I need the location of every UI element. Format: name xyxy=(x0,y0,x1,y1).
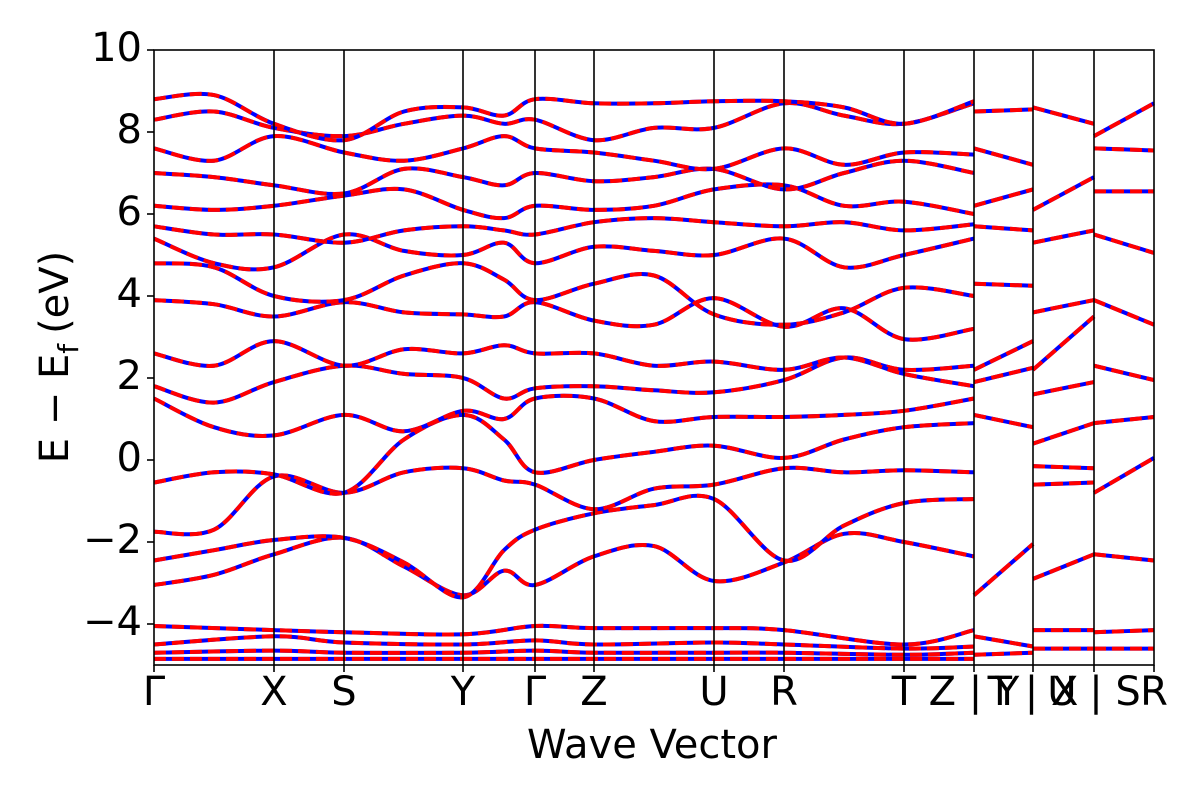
x-tick-label-1: X xyxy=(260,669,287,715)
band-line-dashed-50 xyxy=(1093,146,1155,153)
band-line-dashed-16 xyxy=(153,623,975,647)
x-tick-label-12: R xyxy=(1140,669,1168,715)
x-axis-label: Wave Vector xyxy=(527,722,778,768)
x-tick-label-10: T | X xyxy=(987,669,1079,715)
band-line-dashed-11 xyxy=(153,182,975,221)
y-tick-label-1: −2 xyxy=(83,517,142,563)
band-line-dashed-44 xyxy=(1093,552,1155,563)
x-tick-label-11: U | S xyxy=(1047,669,1141,715)
band-line-dashed-25 xyxy=(973,224,1034,233)
x-tick-label-4: Γ xyxy=(524,669,547,715)
band-line-dashed-43 xyxy=(1092,456,1156,495)
band-line-dashed-26 xyxy=(973,187,1034,208)
band-line-dashed-0 xyxy=(153,531,975,598)
x-tick-label-3: Y xyxy=(450,669,476,715)
band-line-dashed-46 xyxy=(1093,363,1155,383)
band-line-dashed-24 xyxy=(973,281,1034,288)
band-line-dashed-31 xyxy=(1032,552,1095,581)
band-line-dashed-38 xyxy=(1032,228,1095,245)
band-line-dashed-27 xyxy=(973,146,1034,167)
y-axis-label-subscript: f xyxy=(52,343,85,354)
band-line-dashed-23 xyxy=(973,339,1034,372)
band-line-dashed-51 xyxy=(1093,101,1155,138)
band-line-dashed-52 xyxy=(1093,628,1155,635)
band-line-dashed-29 xyxy=(973,634,1034,649)
plot-frame xyxy=(153,49,1155,666)
x-tick-label-5: Z xyxy=(580,669,607,715)
y-tick-label-5: 6 xyxy=(117,189,142,235)
x-tick-label-7: R xyxy=(770,669,798,715)
y-tick-label-2: 0 xyxy=(117,435,142,481)
band-line-solid-1 xyxy=(153,493,975,600)
band-line-dashed-47 xyxy=(1093,298,1155,327)
band-line-dashed-40 xyxy=(1032,105,1095,126)
y-tick-label-3: 2 xyxy=(117,353,142,399)
band-line-dashed-30 xyxy=(973,650,1034,657)
y-axis-label-unit: (eV) xyxy=(32,251,78,334)
y-axis-label: E − Ef (eV) xyxy=(32,251,85,464)
x-tick-label-2: S xyxy=(331,669,356,715)
band-line-dashed-4 xyxy=(153,393,975,438)
band-line-dashed-21 xyxy=(973,412,1034,430)
band-line-dashed-3 xyxy=(153,412,975,496)
y-tick-label-4: 4 xyxy=(117,271,142,317)
y-tick-label-6: 8 xyxy=(117,107,142,153)
band-line-dashed-22 xyxy=(973,365,1034,385)
band-line-dashed-18 xyxy=(153,648,975,657)
band-line-dashed-39 xyxy=(1032,175,1095,212)
band-line-dashed-35 xyxy=(1032,380,1095,397)
y-tick-label-0: −4 xyxy=(83,599,142,645)
band-line-dashed-20 xyxy=(972,542,1035,597)
band-line-dashed-36 xyxy=(1031,314,1096,372)
band-line-dashed-33 xyxy=(1032,480,1095,487)
band-line-solid-9 xyxy=(153,232,975,272)
band-line-solid-11 xyxy=(153,182,975,221)
band-line-dashed-9 xyxy=(153,232,975,272)
band-line-dashed-28 xyxy=(973,107,1034,114)
band-line-dashed-45 xyxy=(1093,415,1155,426)
band-line-dashed-12 xyxy=(153,158,975,197)
y-axis-label-main: E − E xyxy=(32,354,78,464)
x-tick-label-0: Γ xyxy=(143,669,166,715)
y-tick-label-7: 10 xyxy=(91,25,142,71)
band-line-dashed-37 xyxy=(1032,298,1095,315)
band-line-solid-18 xyxy=(153,648,975,657)
x-tick-label-8: T xyxy=(891,669,917,715)
band-line-dashed-1 xyxy=(153,493,975,600)
band-line-dashed-17 xyxy=(153,634,975,651)
x-tick-label-9: Z | Y xyxy=(929,669,1020,715)
band-line-dashed-7 xyxy=(153,296,975,342)
band-line-solid-0 xyxy=(153,531,975,598)
x-tick-label-6: U xyxy=(699,669,728,715)
band-line-dashed-34 xyxy=(1032,421,1095,446)
band-line-solid-7 xyxy=(153,296,975,342)
band-line-dashed-48 xyxy=(1093,232,1155,255)
band-line-solid-3 xyxy=(153,412,975,496)
y-axis-ticks: −4 −2 0 2 4 6 8 10 xyxy=(83,25,154,645)
bands-layer xyxy=(153,91,1156,661)
band-line-dashed-32 xyxy=(1032,464,1095,471)
high-symmetry-lines xyxy=(273,50,1095,665)
